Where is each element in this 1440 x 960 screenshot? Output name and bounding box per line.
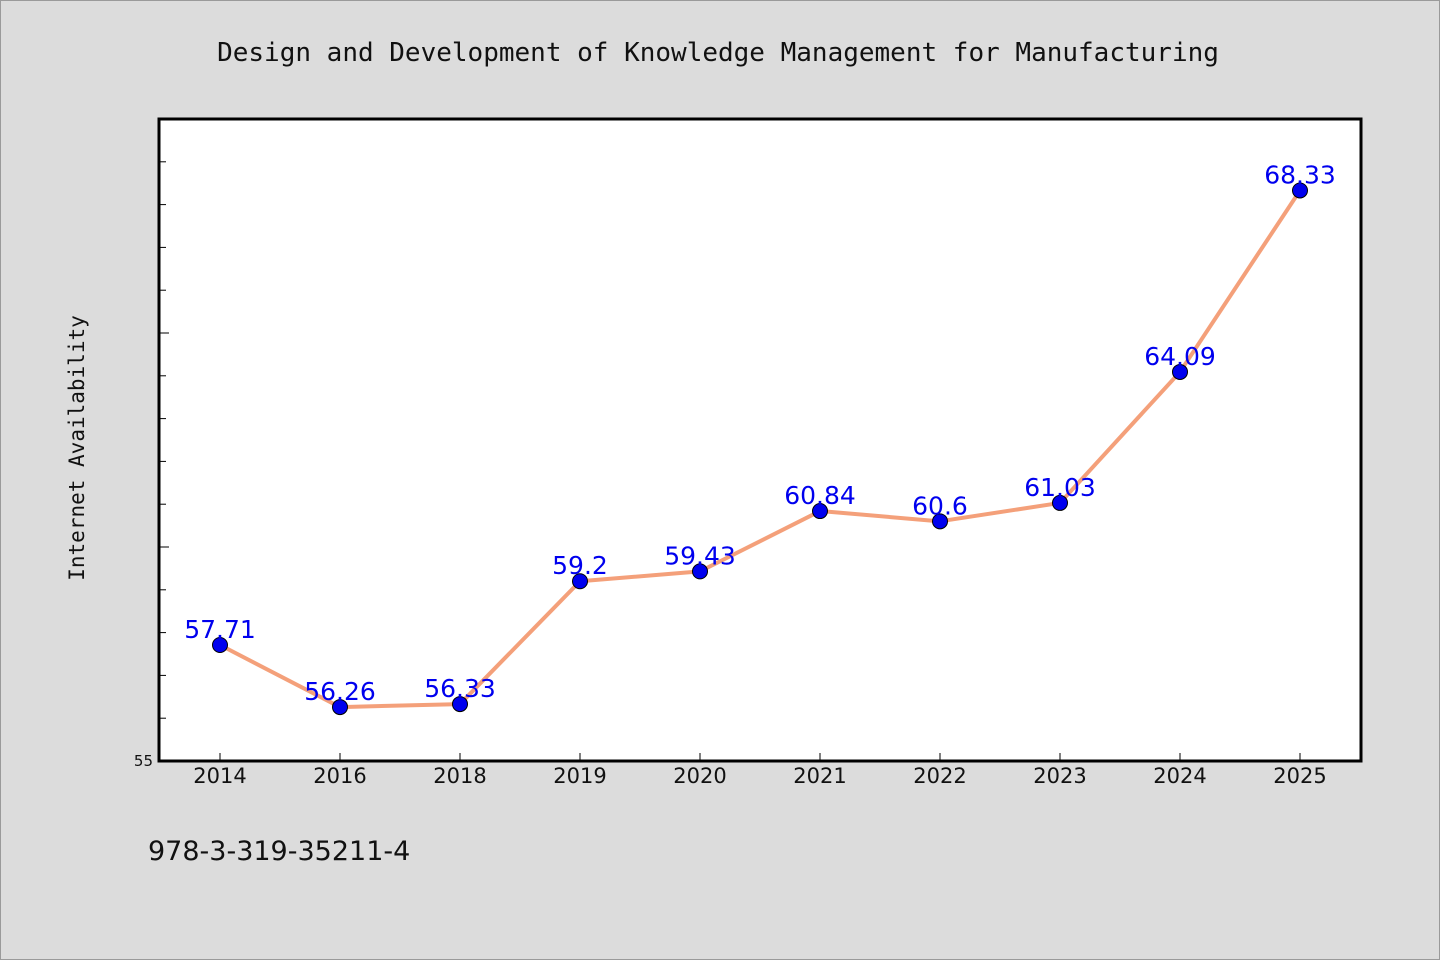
data-point <box>212 637 228 654</box>
data-label: 56.26 <box>304 677 376 706</box>
x-tick-label: 2019 <box>553 764 606 788</box>
data-point <box>1052 494 1068 511</box>
data-point <box>332 699 348 716</box>
data-label: 60.84 <box>784 481 856 510</box>
x-tick-label: 2014 <box>193 764 246 788</box>
x-tick-label: 2023 <box>1033 764 1086 788</box>
y-tick-label: 55 <box>134 752 153 770</box>
x-tick-label: 2018 <box>433 764 486 788</box>
data-label: 59.43 <box>664 541 736 570</box>
data-point <box>452 696 468 713</box>
data-label: 59.2 <box>552 551 608 580</box>
data-point <box>692 563 708 580</box>
x-tick-label: 2024 <box>1153 764 1206 788</box>
data-point <box>572 573 588 590</box>
data-point <box>932 513 948 530</box>
x-tick-label: 2025 <box>1273 764 1326 788</box>
isbn-text: 978-3-319-35211-4 <box>148 836 411 867</box>
x-tick-label: 2022 <box>913 764 966 788</box>
data-point <box>1292 182 1308 199</box>
y-axis-label: Internet Availability <box>65 315 89 581</box>
series-layer: 57.71 56.26 56.33 59.2 59.43 60.84 60.6 61.03 64… <box>184 160 1336 716</box>
data-label: 68.33 <box>1264 160 1336 189</box>
y-axis-ticks: 55 <box>134 161 169 770</box>
data-label: 60.6 <box>912 491 968 520</box>
data-label: 57.71 <box>184 615 256 644</box>
x-tick-label: 2020 <box>673 764 726 788</box>
data-label: 64.09 <box>1144 342 1216 371</box>
x-axis-ticks: 2014 2016 2018 2019 2020 2021 2022 2023 2024 2025 <box>193 753 1327 788</box>
x-tick-label: 2021 <box>793 764 846 788</box>
x-tick-label: 2016 <box>313 764 366 788</box>
data-label: 56.33 <box>424 674 496 703</box>
data-label: 61.03 <box>1024 473 1096 502</box>
series-line <box>219 189 1302 710</box>
plot-area <box>157 117 1363 763</box>
data-point <box>1172 363 1188 380</box>
data-point <box>812 503 828 520</box>
chart-title: Design and Development of Knowledge Mana… <box>217 38 1219 68</box>
